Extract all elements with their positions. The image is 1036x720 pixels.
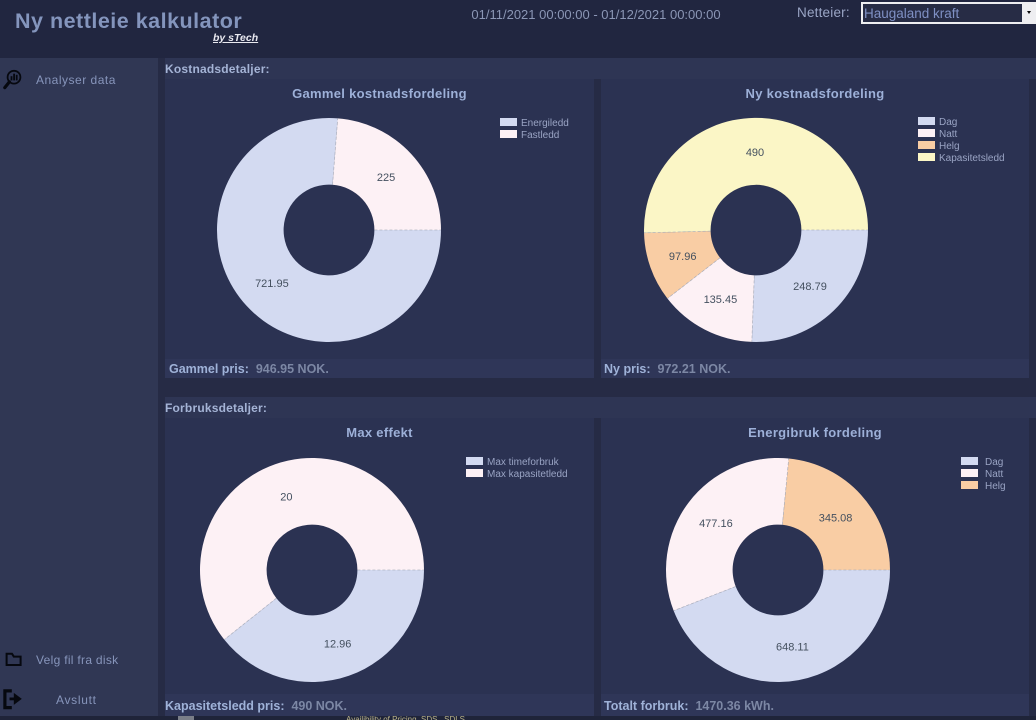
svg-text:20: 20 bbox=[280, 492, 292, 504]
svg-text:225: 225 bbox=[377, 172, 395, 184]
svg-text:648.11: 648.11 bbox=[776, 642, 809, 654]
svg-text:12.96: 12.96 bbox=[324, 639, 352, 651]
svg-text:135.45: 135.45 bbox=[704, 294, 738, 306]
svg-text:477.16: 477.16 bbox=[699, 518, 733, 530]
svg-text:345.08: 345.08 bbox=[819, 513, 853, 525]
svg-text:721.95: 721.95 bbox=[255, 278, 289, 290]
svg-text:97.96: 97.96 bbox=[669, 251, 697, 263]
svg-text:490: 490 bbox=[746, 147, 764, 159]
svg-text:248.79: 248.79 bbox=[793, 281, 827, 293]
